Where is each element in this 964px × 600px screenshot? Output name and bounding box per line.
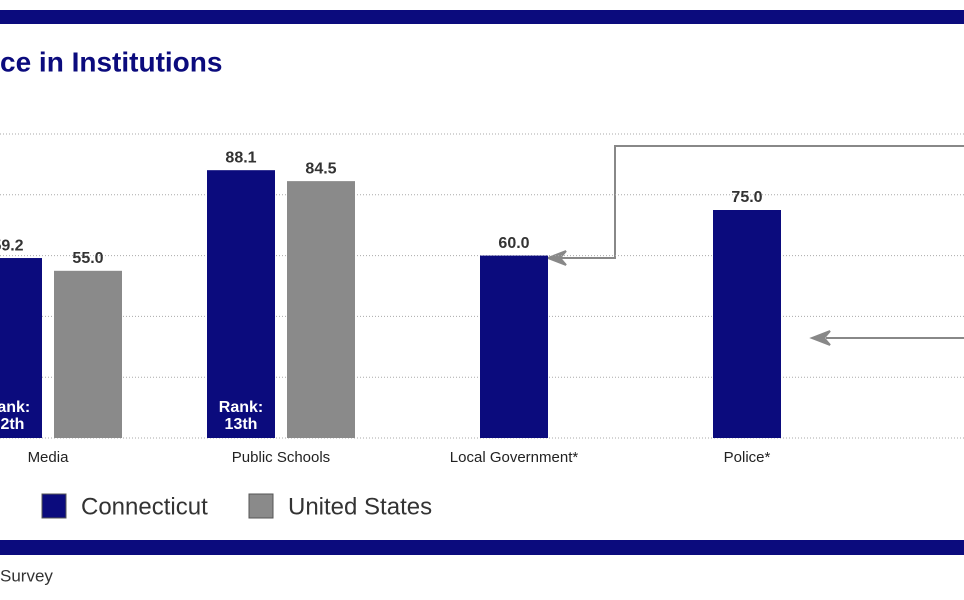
- legend-swatch: [248, 493, 274, 519]
- chart-title: ce in Institutions: [0, 46, 222, 77]
- rank-label: Rank:: [219, 399, 263, 416]
- rank-label: 12th: [0, 416, 24, 433]
- rank-label: Rank:: [0, 399, 30, 416]
- value-label: 55.0: [72, 250, 103, 267]
- legend-swatch: [41, 493, 67, 519]
- bar: [287, 181, 355, 438]
- value-label: 60.0: [498, 235, 529, 252]
- x-tick-label: Local Government*: [450, 449, 579, 466]
- value-label: 59.2: [0, 237, 24, 254]
- bar: [207, 170, 275, 438]
- source: Survey: [0, 566, 53, 585]
- legend-label: Connecticut: [81, 493, 208, 520]
- top-band: [0, 10, 964, 24]
- bar: [54, 270, 122, 438]
- value-label: 84.5: [305, 160, 336, 177]
- bar: [713, 210, 781, 438]
- x-tick-label: Public Schools: [232, 449, 330, 466]
- x-tick-label: Media: [28, 449, 70, 466]
- x-tick-label: Police*: [724, 449, 771, 466]
- value-label: 75.0: [731, 189, 762, 206]
- bar: [480, 255, 548, 438]
- bottom-band: [0, 540, 964, 555]
- rank-label: 13th: [225, 416, 258, 433]
- value-label: 88.1: [225, 149, 256, 166]
- arrows: [545, 145, 964, 346]
- bar: [0, 258, 42, 438]
- legend-label: United States: [288, 493, 432, 520]
